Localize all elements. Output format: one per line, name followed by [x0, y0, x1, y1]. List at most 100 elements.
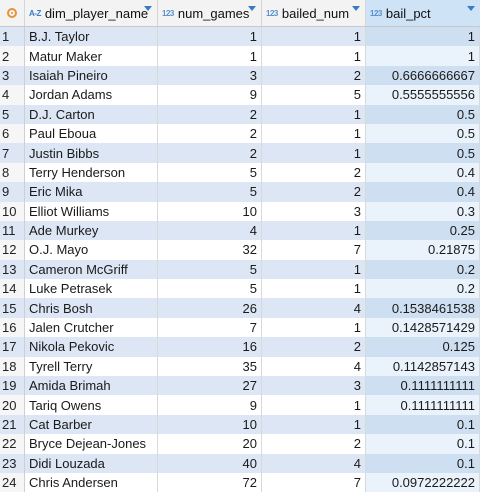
cell-num-games[interactable]: 7 — [158, 317, 262, 338]
cell-bailed-num[interactable]: 1 — [262, 143, 366, 163]
cell-num-games[interactable]: 9 — [158, 85, 262, 105]
table-row[interactable]: 3 Isaiah Pineiro 3 2 0.6666666667 — [0, 65, 480, 86]
cell-num-games[interactable]: 32 — [158, 240, 262, 260]
cell-player-name[interactable]: O.J. Mayo — [25, 240, 158, 260]
cell-player-name[interactable]: Justin Bibbs — [25, 143, 158, 163]
row-number[interactable]: 11 — [0, 220, 25, 241]
cell-num-games[interactable]: 27 — [158, 376, 262, 396]
sort-arrow-icon[interactable] — [248, 6, 256, 11]
cell-bail-pct[interactable]: 0.4 — [366, 162, 480, 183]
cell-player-name[interactable]: Bryce Dejean-Jones — [25, 434, 158, 454]
cell-player-name[interactable]: Eric Mika — [25, 182, 158, 202]
cell-bailed-num[interactable]: 2 — [262, 182, 366, 202]
cell-player-name[interactable]: Cat Barber — [25, 414, 158, 435]
cell-bail-pct[interactable]: 0.2 — [366, 259, 480, 280]
table-row[interactable]: 23 Didi Louzada 40 4 0.1 — [0, 453, 480, 473]
column-header-dim-player-name[interactable]: A-Z dim_player_name — [25, 0, 158, 26]
cell-bail-pct[interactable]: 0.1111111111 — [366, 395, 480, 415]
cell-bailed-num[interactable]: 1 — [262, 395, 366, 415]
row-number[interactable]: 6 — [0, 123, 25, 144]
cell-bail-pct[interactable]: 0.125 — [366, 337, 480, 357]
table-row[interactable]: 8 Terry Henderson 5 2 0.4 — [0, 162, 480, 183]
cell-num-games[interactable]: 4 — [158, 220, 262, 241]
cell-bail-pct[interactable]: 0.3 — [366, 201, 480, 221]
cell-player-name[interactable]: Chris Bosh — [25, 298, 158, 318]
row-number[interactable]: 21 — [0, 414, 25, 435]
cell-bailed-num[interactable]: 1 — [262, 279, 366, 299]
cell-bail-pct[interactable]: 0.5 — [366, 143, 480, 163]
cell-bailed-num[interactable]: 1 — [262, 259, 366, 280]
cell-bail-pct[interactable]: 0.1142857143 — [366, 356, 480, 377]
cell-bailed-num[interactable]: 1 — [262, 123, 366, 144]
cell-player-name[interactable]: Jalen Crutcher — [25, 317, 158, 338]
cell-player-name[interactable]: Cameron McGriff — [25, 259, 158, 280]
cell-bail-pct[interactable]: 0.1111111111 — [366, 376, 480, 396]
table-row[interactable]: 24 Chris Andersen 72 7 0.0972222222 — [0, 472, 480, 492]
table-row[interactable]: 6 Paul Eboua 2 1 0.5 — [0, 123, 480, 144]
cell-bail-pct[interactable]: 0.1 — [366, 434, 480, 454]
cell-num-games[interactable]: 16 — [158, 337, 262, 357]
column-header-bailed-num[interactable]: 123 bailed_num — [262, 0, 366, 26]
cell-bailed-num[interactable]: 3 — [262, 376, 366, 396]
cell-bailed-num[interactable]: 4 — [262, 453, 366, 473]
cell-bailed-num[interactable]: 4 — [262, 356, 366, 377]
sort-arrow-icon[interactable] — [467, 6, 475, 11]
row-number[interactable]: 14 — [0, 279, 25, 299]
table-row[interactable]: 20 Tariq Owens 9 1 0.1111111111 — [0, 395, 480, 415]
cell-bailed-num[interactable]: 1 — [262, 104, 366, 124]
row-number[interactable]: 22 — [0, 434, 25, 454]
cell-bailed-num[interactable]: 1 — [262, 27, 366, 47]
cell-bail-pct[interactable]: 0.1428571429 — [366, 317, 480, 338]
row-number[interactable]: 4 — [0, 85, 25, 105]
cell-bailed-num[interactable]: 2 — [262, 434, 366, 454]
cell-num-games[interactable]: 35 — [158, 356, 262, 377]
cell-bailed-num[interactable]: 2 — [262, 162, 366, 183]
cell-bailed-num[interactable]: 5 — [262, 85, 366, 105]
cell-bail-pct[interactable]: 0.25 — [366, 220, 480, 241]
sort-arrow-icon[interactable] — [144, 6, 152, 11]
gear-icon[interactable] — [7, 8, 17, 18]
row-number[interactable]: 23 — [0, 453, 25, 473]
cell-player-name[interactable]: Nikola Pekovic — [25, 337, 158, 357]
cell-num-games[interactable]: 3 — [158, 65, 262, 86]
table-row[interactable]: 21 Cat Barber 10 1 0.1 — [0, 414, 480, 435]
cell-player-name[interactable]: Amida Brimah — [25, 376, 158, 396]
cell-bail-pct[interactable]: 1 — [366, 46, 480, 66]
table-row[interactable]: 12 O.J. Mayo 32 7 0.21875 — [0, 240, 480, 260]
table-row[interactable]: 14 Luke Petrasek 5 1 0.2 — [0, 279, 480, 299]
row-number[interactable]: 13 — [0, 259, 25, 280]
cell-num-games[interactable]: 26 — [158, 298, 262, 318]
row-number[interactable]: 20 — [0, 395, 25, 415]
cell-player-name[interactable]: Jordan Adams — [25, 85, 158, 105]
table-row[interactable]: 13 Cameron McGriff 5 1 0.2 — [0, 259, 480, 280]
cell-bailed-num[interactable]: 1 — [262, 46, 366, 66]
cell-bail-pct[interactable]: 0.5 — [366, 123, 480, 144]
cell-num-games[interactable]: 72 — [158, 472, 262, 492]
cell-player-name[interactable]: B.J. Taylor — [25, 27, 158, 47]
cell-bail-pct[interactable]: 0.21875 — [366, 240, 480, 260]
cell-player-name[interactable]: D.J. Carton — [25, 104, 158, 124]
cell-bailed-num[interactable]: 1 — [262, 414, 366, 435]
cell-num-games[interactable]: 9 — [158, 395, 262, 415]
cell-bail-pct[interactable]: 0.4 — [366, 182, 480, 202]
row-number[interactable]: 15 — [0, 298, 25, 318]
cell-player-name[interactable]: Tariq Owens — [25, 395, 158, 415]
table-row[interactable]: 17 Nikola Pekovic 16 2 0.125 — [0, 337, 480, 357]
table-row[interactable]: 7 Justin Bibbs 2 1 0.5 — [0, 143, 480, 163]
column-header-bail-pct[interactable]: 123 bail_pct — [366, 0, 480, 26]
table-row[interactable]: 22 Bryce Dejean-Jones 20 2 0.1 — [0, 434, 480, 454]
cell-player-name[interactable]: Luke Petrasek — [25, 279, 158, 299]
table-row[interactable]: 15 Chris Bosh 26 4 0.1538461538 — [0, 298, 480, 318]
cell-bail-pct[interactable]: 1 — [366, 27, 480, 47]
row-number[interactable]: 3 — [0, 65, 25, 86]
row-number[interactable]: 1 — [0, 27, 25, 47]
row-number[interactable]: 10 — [0, 201, 25, 221]
row-number[interactable]: 9 — [0, 182, 25, 202]
table-row[interactable]: 9 Eric Mika 5 2 0.4 — [0, 182, 480, 202]
row-number[interactable]: 8 — [0, 162, 25, 183]
cell-bail-pct[interactable]: 0.1538461538 — [366, 298, 480, 318]
row-number[interactable]: 17 — [0, 337, 25, 357]
cell-num-games[interactable]: 5 — [158, 182, 262, 202]
column-header-num-games[interactable]: 123 num_games — [158, 0, 262, 26]
grid-settings-corner[interactable] — [0, 0, 25, 26]
